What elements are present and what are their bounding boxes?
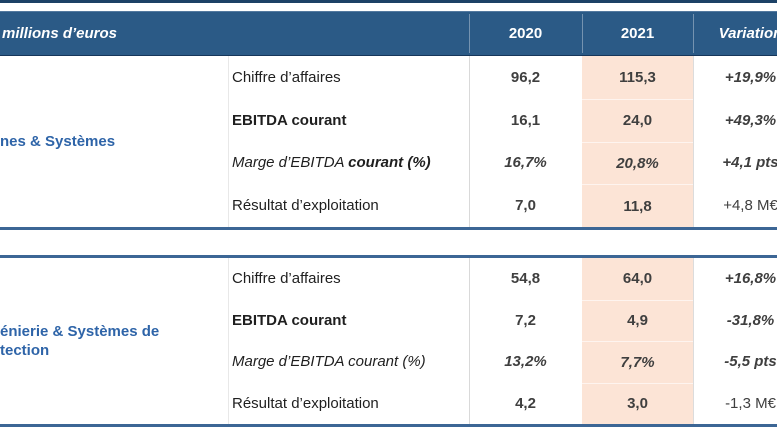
table-row: EBITDA courant 16,1 24,0 +49,3% [0, 98, 777, 142]
column-header-2021: 2021 [620, 25, 655, 42]
metric-label: Marge d’EBITDA courant (%) [232, 353, 426, 371]
value-2021: 24,0 [622, 112, 653, 130]
value-2021-cell: 64,0 [582, 258, 693, 300]
metric-label: EBITDA courant [232, 111, 347, 129]
value-2020: 96,2 [510, 68, 541, 86]
metric-label: Marge d’EBITDA courant (%) [232, 154, 431, 172]
table-row: Chiffre d’affaires 96,2 115,3 +19,9% [0, 56, 777, 99]
table-row: Marge d’EBITDA courant (%) 13,2% 7,7% -5,5 … [0, 341, 777, 383]
table-row: EBITDA courant 7,2 4,9 -31,8% [0, 299, 777, 342]
variation-value: +16,8% [724, 270, 777, 288]
unit-label: millions d’euros [2, 25, 118, 42]
variation-value: +4,1 pts [722, 154, 777, 172]
value-2021-cell: 4,9 [582, 299, 693, 342]
segment-section: Chiffre d’affaires 54,8 64,0 +16,8% EBITDA c… [0, 255, 777, 427]
table-row: Chiffre d’affaires 54,8 64,0 +16,8% [0, 258, 777, 300]
segment-label-line: énierie & Systèmes de [0, 323, 160, 340]
value-2020: 16,1 [510, 111, 541, 129]
value-2021-cell: 3,0 [582, 382, 693, 425]
value-2020: 7,2 [515, 311, 536, 329]
column-divider [228, 258, 229, 424]
value-2021-cell: 7,7% [582, 341, 693, 383]
variation-value: -31,8% [726, 311, 775, 329]
variation-value: +4,8 M€ [723, 197, 777, 215]
value-2020: 54,8 [510, 270, 541, 288]
header-column-separator [582, 14, 583, 53]
metric-label-emphasis: courant (%) [348, 154, 431, 172]
variation-value: -5,5 pts [724, 353, 777, 371]
header-column-separator [469, 14, 470, 53]
segment-section: Chiffre d’affaires 96,2 115,3 +19,9% EBITDA … [0, 56, 777, 230]
table-row: Marge d’EBITDA courant (%) 16,7% 20,8% +4,1… [0, 141, 777, 185]
value-2021-cell: 24,0 [582, 98, 693, 142]
section-rows: Chiffre d’affaires 54,8 64,0 +16,8% EBITDA c… [0, 258, 777, 424]
column-divider [469, 56, 470, 227]
metric-label: Résultat d’exploitation [232, 394, 379, 412]
value-2020: 4,2 [515, 394, 536, 412]
variation-value: +49,3% [724, 111, 777, 129]
table-row: Résultat d’exploitation 4,2 3,0 -1,3 M€ [0, 382, 777, 425]
section-rows: Chiffre d’affaires 96,2 115,3 +19,9% EBITDA … [0, 56, 777, 227]
value-2021: 3,0 [627, 395, 648, 413]
header-column-separator [693, 14, 694, 53]
metric-label: Résultat d’exploitation [232, 197, 379, 215]
top-rule-divider [0, 0, 777, 3]
table-header: millions d’euros 2020 2021 Variation [0, 11, 777, 56]
variation-value: +19,9% [724, 68, 777, 86]
value-2021: 11,8 [623, 197, 652, 215]
column-divider [228, 56, 229, 227]
value-2021: 7,7% [620, 353, 655, 371]
value-2021-cell: 11,8 [582, 184, 693, 227]
value-2021: 64,0 [622, 270, 653, 288]
variation-value: -1,3 M€ [725, 394, 776, 412]
value-2021: 4,9 [627, 312, 648, 330]
column-header-2020: 2020 [508, 25, 543, 42]
column-divider [693, 258, 694, 424]
metric-label: Chiffre d’affaires [232, 270, 341, 288]
value-2021: 20,8% [616, 154, 659, 172]
column-divider [693, 56, 694, 227]
value-2021: 115,3 [619, 68, 656, 86]
table-row: Résultat d’exploitation 7,0 11,8 +4,8 M€ [0, 184, 777, 227]
column-header-variation: Variation [718, 25, 777, 42]
metric-label: EBITDA courant [232, 311, 347, 329]
value-2020: 13,2% [504, 353, 547, 371]
segment-label: énierie & Systèmes de tection [0, 258, 226, 424]
value-2020: 7,0 [515, 197, 536, 215]
value-2021-cell: 115,3 [582, 56, 693, 99]
metric-label: Chiffre d’affaires [232, 68, 341, 86]
value-2021-cell: 20,8% [582, 141, 693, 185]
segment-label: nes & Systèmes [0, 56, 226, 227]
segment-label-line: tection [0, 342, 50, 359]
value-2020: 16,7% [504, 154, 547, 172]
segment-label-line: nes & Systèmes [0, 133, 116, 150]
column-divider [469, 258, 470, 424]
